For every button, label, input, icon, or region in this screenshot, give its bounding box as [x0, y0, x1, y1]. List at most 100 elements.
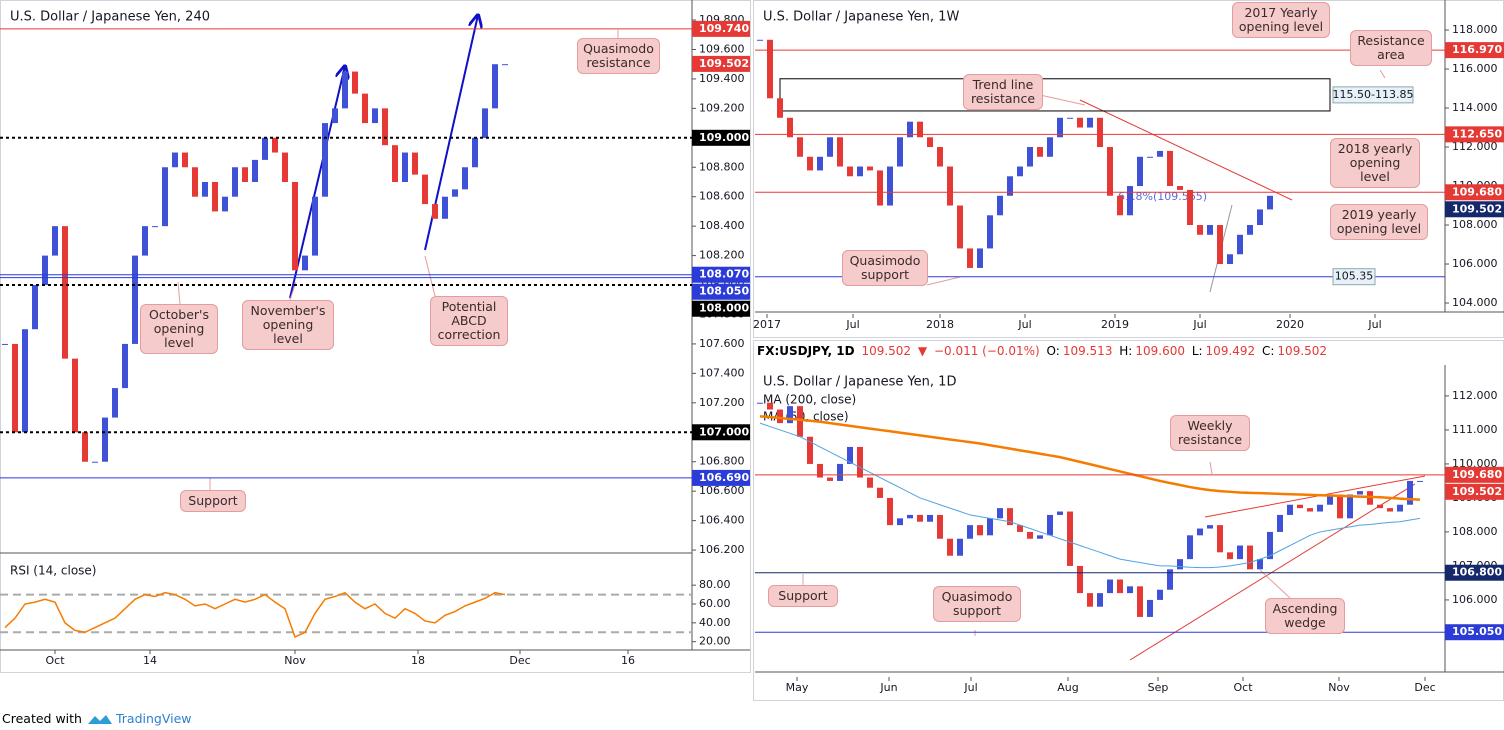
candle	[1247, 545, 1253, 570]
candle	[967, 248, 973, 268]
price-tag-bg	[1445, 466, 1504, 483]
price-tag: 112.650	[1452, 127, 1502, 140]
candle	[432, 204, 438, 219]
footer-brand[interactable]: TradingView	[115, 711, 192, 726]
y-tick-label: 20.00	[699, 635, 731, 648]
candle	[262, 137, 268, 160]
price-tag-bg	[692, 469, 750, 486]
abcd-arrow	[289, 66, 345, 299]
candle	[1077, 117, 1083, 128]
candle	[1257, 559, 1263, 570]
candle	[837, 137, 843, 167]
candle	[817, 156, 823, 171]
candle	[52, 226, 58, 256]
y-tick-label: 109.600	[699, 42, 745, 55]
candle	[472, 137, 478, 168]
price-tag: 108.050	[699, 285, 749, 298]
y-tick-label: 108.400	[699, 219, 745, 232]
price-tag: 109.680	[1452, 468, 1502, 481]
candle	[1377, 504, 1383, 509]
price-tag-bg	[692, 300, 750, 317]
candle	[1117, 579, 1123, 594]
candle	[777, 409, 783, 424]
last-price: 109.502	[861, 344, 912, 358]
callout-tail	[177, 281, 181, 305]
footer: Created with TradingView	[2, 711, 192, 726]
symbol: FX:USDJPY, 1D	[757, 344, 855, 358]
callout: Support	[180, 490, 246, 512]
callout-tail	[1379, 69, 1386, 79]
callout: Trend line resistance	[963, 74, 1043, 110]
candle	[907, 514, 913, 519]
candle	[1157, 589, 1163, 600]
price-tag-bg	[692, 283, 750, 300]
candle	[162, 167, 168, 227]
candle	[132, 255, 138, 344]
candle	[1187, 535, 1193, 560]
candle	[1347, 494, 1353, 519]
candle	[857, 166, 863, 177]
candle	[1057, 511, 1063, 515]
y-tick-label: 107.200	[699, 396, 745, 409]
candle	[392, 145, 398, 182]
zone-label: 115.50-113.85	[1333, 88, 1414, 101]
candle	[887, 166, 893, 206]
callout: 2018 yearly opening level	[1330, 138, 1420, 188]
y-tick-label: 104.000	[1452, 296, 1498, 309]
callout: October's opening level	[140, 304, 218, 354]
candle	[1277, 514, 1283, 532]
ohlc-value: 109.492	[1205, 344, 1256, 358]
candle	[917, 514, 923, 522]
candle	[957, 538, 963, 556]
candle	[1267, 531, 1273, 560]
price-tag: 106.800	[1452, 566, 1502, 579]
candle	[987, 518, 993, 536]
x-tick-label: Jul	[1017, 318, 1031, 331]
candle	[1037, 535, 1043, 539]
price-tag: 107.000	[699, 425, 749, 438]
candle	[1407, 480, 1413, 505]
zone-box	[779, 78, 1331, 112]
candle	[112, 388, 118, 418]
panel-border	[753, 340, 1504, 701]
candle	[202, 181, 208, 197]
candle	[927, 514, 933, 522]
candle	[332, 108, 338, 124]
price-tag-bg	[692, 20, 750, 37]
candle	[1037, 147, 1043, 157]
candle	[352, 71, 358, 94]
ohlc-value: 109.502	[1277, 344, 1328, 358]
candle	[787, 406, 793, 424]
candle	[1307, 508, 1313, 512]
price-tag: 109.502	[1452, 485, 1502, 498]
y-tick-label: 106.000	[1452, 593, 1498, 606]
x-tick-label: 2020	[1276, 318, 1304, 331]
symbol-header: FX:USDJPY, 1D 109.502 ▼ −0.011 (−0.01%) …	[757, 344, 1330, 358]
candle	[1357, 491, 1363, 495]
callout: Quasimodo resistance	[577, 38, 660, 74]
candle	[947, 166, 953, 206]
candle	[382, 108, 388, 146]
x-tick-label: Nov	[284, 654, 306, 667]
y-tick-label: 80.00	[699, 578, 731, 591]
candle	[857, 446, 863, 478]
y-tick-label: 108.000	[1452, 525, 1498, 538]
candle	[967, 525, 973, 539]
y-tick-label: 60.00	[699, 597, 731, 610]
candle	[1167, 569, 1173, 590]
x-tick-label: May	[786, 681, 809, 694]
candle	[927, 137, 933, 148]
candle	[1147, 156, 1153, 158]
callout: Quasimodo support	[933, 586, 1021, 622]
candle	[322, 123, 328, 197]
candle	[807, 436, 813, 464]
callout-tail	[1209, 461, 1213, 475]
price-tag: 109.502	[1452, 202, 1502, 215]
candle	[917, 121, 923, 138]
candle	[492, 64, 498, 109]
candle	[302, 255, 308, 271]
price-tag-bg	[1445, 564, 1504, 581]
x-tick-label: Jul	[963, 681, 977, 694]
candle	[282, 152, 288, 182]
